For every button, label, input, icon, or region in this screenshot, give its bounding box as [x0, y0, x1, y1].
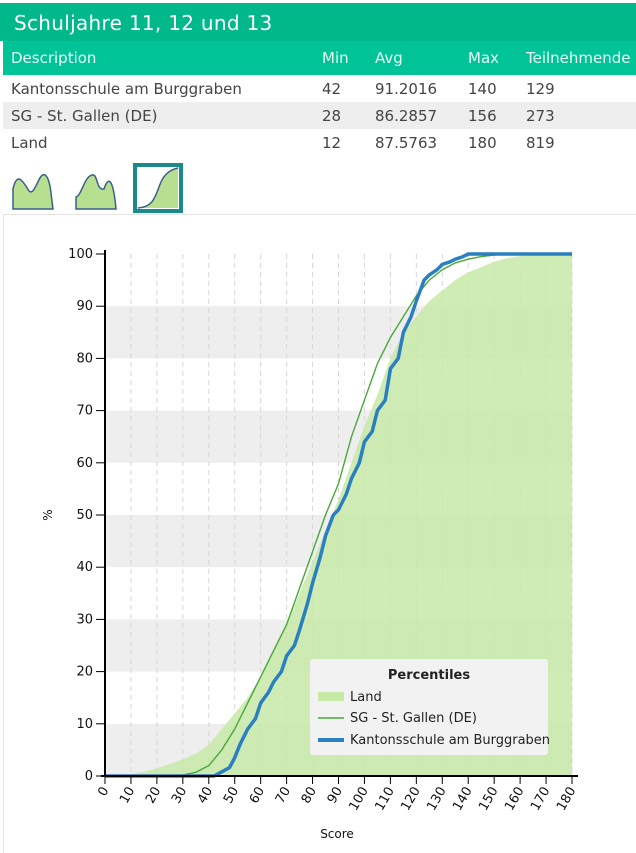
chart-legend: Percentiles Land SG - St. Gallen (DE) Ka…	[310, 659, 550, 755]
y-tick-label: 100	[68, 247, 93, 262]
x-tick-label: 180	[554, 785, 579, 814]
x-tick-label: 90	[325, 785, 346, 807]
table-row: SG - St. Gallen (DE) 28 86.2857 156 273	[3, 102, 636, 129]
legend-box	[310, 659, 548, 755]
cell-avg: 87.5763	[375, 133, 438, 152]
x-tick-label: 130	[424, 785, 449, 814]
x-tick-label: 80	[299, 785, 320, 807]
y-tick-label: 90	[76, 299, 93, 314]
x-tick-label: 170	[528, 785, 553, 814]
cell-description: Land	[11, 133, 48, 152]
y-tick-label: 10	[76, 717, 93, 732]
column-header-max[interactable]: Max	[460, 41, 518, 75]
cell-min: 12	[322, 133, 342, 152]
table-header-row: Description Min Avg Max Teilnehmende	[3, 41, 636, 75]
distribution-view-button[interactable]	[11, 167, 55, 211]
cell-description: SG - St. Gallen (DE)	[3, 102, 314, 129]
y-tick-label: 80	[76, 351, 93, 366]
cell-participants: 819	[526, 133, 555, 152]
column-header-min[interactable]: Min	[314, 41, 367, 75]
y-axis-title: %	[41, 509, 55, 520]
filled-curve-icon	[75, 174, 117, 210]
section-title: Schuljahre 11, 12 und 13	[0, 3, 636, 41]
legend-label-land: Land	[350, 690, 382, 705]
cell-participants: 129	[526, 79, 555, 98]
x-tick-label: 110	[372, 785, 397, 814]
density-curve-icon	[12, 174, 54, 210]
legend-title: Percentiles	[388, 668, 470, 683]
statistics-table: Description Min Avg Max Teilnehmende Kan…	[3, 41, 636, 156]
x-tick-label: 100	[347, 785, 372, 814]
cell-max: 180	[468, 133, 497, 152]
column-header-participants[interactable]: Teilnehmende	[518, 41, 636, 75]
y-tick-label: 50	[76, 508, 93, 523]
cell-description: Kantonsschule am Burggraben	[11, 79, 242, 98]
legend-swatch-land	[318, 692, 344, 701]
y-tick-label: 60	[76, 456, 93, 471]
cell-avg: 91.2016	[375, 79, 438, 98]
x-tick-label: 60	[247, 785, 268, 807]
land-area	[105, 254, 572, 776]
table-row: Land 12 87.5763 180 819	[3, 129, 636, 156]
x-tick-label: 140	[450, 785, 475, 814]
x-tick-label: 40	[195, 785, 216, 807]
y-tick-label: 0	[85, 769, 93, 784]
x-tick-label: 10	[117, 785, 138, 807]
table-row: Kantonsschule am Burggraben 42 91.2016 1…	[3, 75, 636, 102]
x-tick-label: 150	[476, 785, 501, 814]
x-axis-title: Score	[320, 827, 354, 841]
cumulative-curve-icon	[137, 167, 179, 209]
x-tick-label: 30	[169, 785, 190, 807]
y-tick-label: 20	[76, 665, 93, 680]
x-tick-label: 160	[502, 785, 527, 814]
cell-max: 156	[460, 102, 518, 129]
y-tick-label: 40	[76, 560, 93, 575]
x-tick-label: 50	[221, 785, 242, 807]
legend-label-school: Kantonsschule am Burggraben	[350, 733, 550, 748]
cell-max: 140	[468, 79, 497, 98]
column-header-description[interactable]: Description	[3, 41, 314, 75]
x-tick-label: 70	[273, 785, 294, 807]
cell-avg: 86.2857	[367, 102, 460, 129]
x-tick-label: 0	[95, 785, 112, 800]
y-tick-label: 70	[76, 404, 93, 419]
cell-min: 28	[314, 102, 367, 129]
stacked-view-button[interactable]	[74, 167, 118, 211]
x-tick-label: 120	[398, 785, 423, 814]
section-title-text: Schuljahre 11, 12 und 13	[14, 11, 273, 35]
x-tick-label: 20	[143, 785, 164, 807]
cumulative-view-button[interactable]	[133, 163, 183, 213]
chart-panel: 0 10 20 30 40 50 60 70 80 90 100 0 10 20 30 40 50 60 70 80 9…	[3, 214, 636, 853]
sg-line	[105, 253, 572, 777]
y-tick-label: 30	[76, 612, 93, 627]
legend-label-sg: SG - St. Gallen (DE)	[350, 711, 477, 726]
column-header-avg[interactable]: Avg	[367, 41, 460, 75]
cell-participants: 273	[518, 102, 636, 129]
school-line	[105, 252, 572, 778]
cell-min: 42	[322, 79, 342, 98]
